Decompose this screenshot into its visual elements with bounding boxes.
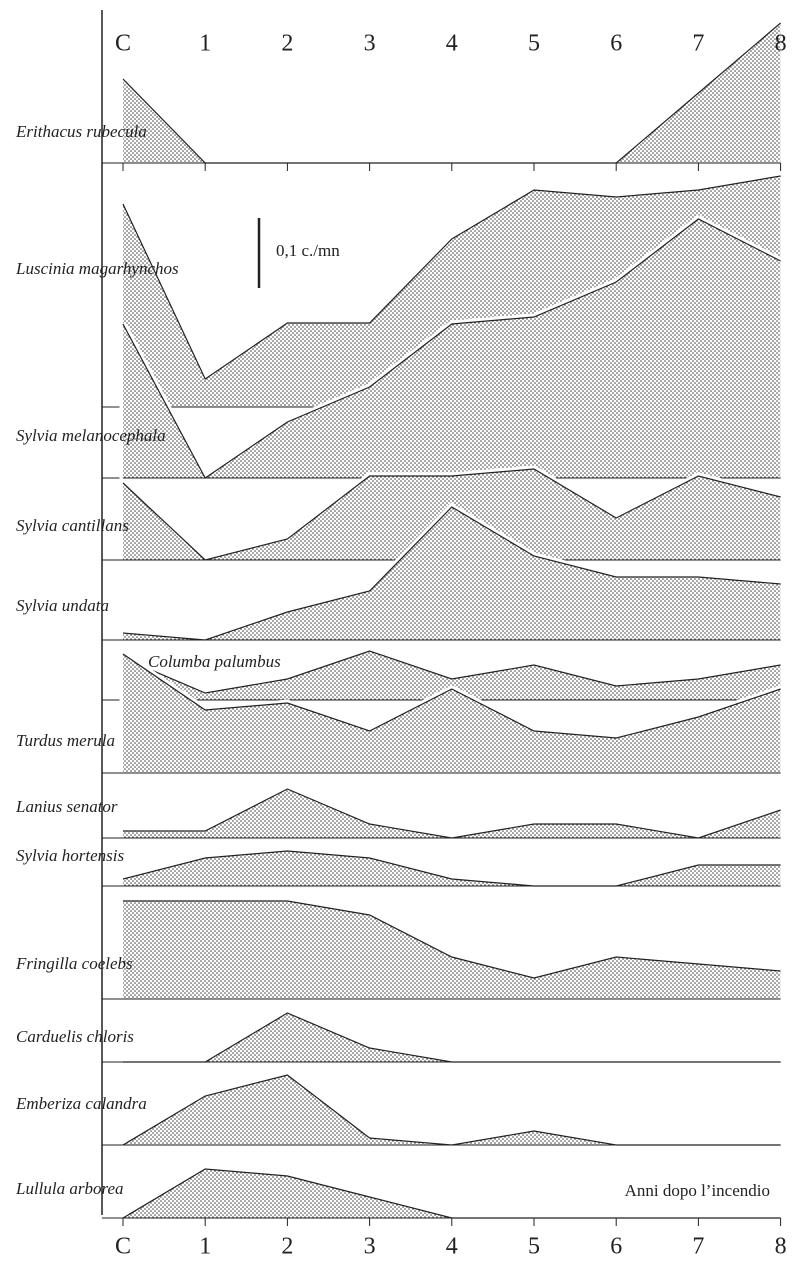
x-tick-label-top: 8 — [775, 31, 787, 57]
species-label: Sylvia melanocephala — [16, 426, 166, 445]
area-line — [122, 506, 781, 641]
x-tick-label-top: 3 — [364, 31, 376, 57]
species-label: Emberiza calandra — [15, 1094, 147, 1113]
species-label: Lullula arborea — [15, 1179, 124, 1198]
area-line — [123, 900, 781, 979]
area — [123, 219, 781, 478]
species-label: Luscinia magarhynchos — [15, 259, 179, 278]
area — [123, 507, 781, 640]
x-tick-label: 4 — [446, 1234, 458, 1260]
x-tick-label-top: 5 — [528, 31, 540, 57]
area-line — [122, 218, 781, 479]
area — [123, 654, 781, 773]
species-label: Carduelis chloris — [16, 1027, 134, 1046]
area — [123, 901, 781, 999]
area — [123, 851, 781, 886]
species-label: Sylvia undata — [16, 596, 109, 615]
x-tick-label-top: 4 — [446, 31, 458, 57]
area — [123, 23, 781, 163]
x-tick-label: 2 — [281, 1234, 293, 1260]
x-tick-label: C — [115, 1234, 131, 1260]
area — [123, 651, 781, 700]
species-label: Erithacus rubecula — [15, 122, 147, 141]
area — [123, 1075, 781, 1145]
scale-bar-label: 0,1 c./mn — [276, 241, 340, 260]
x-axis-label: Anni dopo l’incendio — [625, 1181, 770, 1200]
x-tick-label: 1 — [199, 1234, 211, 1260]
x-tick-label: 8 — [775, 1234, 787, 1260]
x-tick-label: 5 — [528, 1234, 540, 1260]
x-tick-label: 3 — [364, 1234, 376, 1260]
x-tick-label-top: 7 — [692, 31, 704, 57]
area-line — [122, 653, 781, 739]
species-label: Turdus merula — [16, 731, 115, 750]
x-tick-label-top: 1 — [199, 31, 211, 57]
area-line — [122, 175, 781, 380]
x-tick-label: 6 — [610, 1234, 622, 1260]
species-label: Columba palumbus — [148, 652, 281, 671]
species-label: Lanius senator — [15, 797, 118, 816]
x-tick-label: 7 — [692, 1234, 704, 1260]
area-line — [122, 650, 781, 694]
species-label: Sylvia cantillans — [16, 516, 129, 535]
area-line — [122, 850, 781, 887]
species-label: Fringilla coelebs — [15, 954, 133, 973]
x-tick-label-top: 2 — [281, 31, 293, 57]
x-tick-label-top: 6 — [610, 31, 622, 57]
area — [123, 1013, 781, 1062]
area — [123, 789, 781, 838]
area — [123, 1169, 781, 1218]
species-label: Sylvia hortensis — [16, 846, 125, 865]
x-tick-label-top: C — [115, 31, 131, 57]
area-line — [122, 468, 781, 561]
